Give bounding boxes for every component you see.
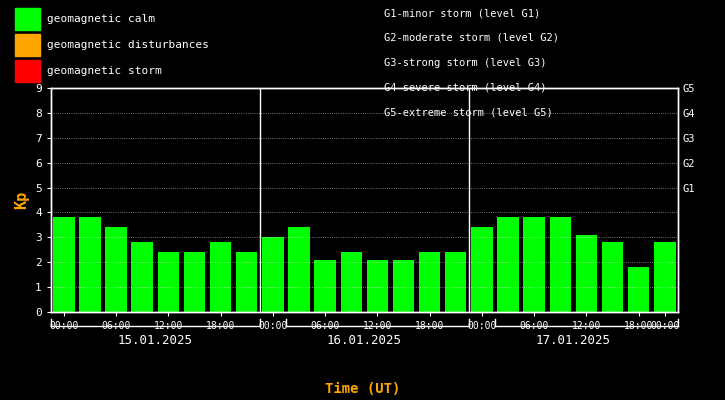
Text: Time (UT): Time (UT) [325,382,400,396]
Bar [262,237,283,312]
Bar [131,242,153,312]
Bar [576,235,597,312]
Text: geomagnetic storm: geomagnetic storm [47,66,162,76]
Bar [315,260,336,312]
Text: G1-minor storm (level G1): G1-minor storm (level G1) [384,8,541,18]
Bar [105,227,127,312]
Bar [393,260,414,312]
Bar [497,218,519,312]
Bar [471,227,492,312]
Bar [53,218,75,312]
Text: 17.01.2025: 17.01.2025 [536,334,611,347]
Bar [419,252,440,312]
Bar [157,252,179,312]
Text: G3-strong storm (level G3): G3-strong storm (level G3) [384,58,547,68]
Bar [628,267,650,312]
Bar [183,252,205,312]
Bar [79,218,101,312]
Text: 16.01.2025: 16.01.2025 [327,334,402,347]
Text: geomagnetic calm: geomagnetic calm [47,14,155,24]
Bar [654,242,676,312]
Text: G4-severe storm (level G4): G4-severe storm (level G4) [384,82,547,92]
Bar [210,242,231,312]
Bar [289,227,310,312]
Text: 15.01.2025: 15.01.2025 [117,334,193,347]
Bar [341,252,362,312]
Text: G2-moderate storm (level G2): G2-moderate storm (level G2) [384,33,559,43]
Bar [367,260,388,312]
Y-axis label: Kp: Kp [14,191,30,209]
Bar [602,242,624,312]
Bar [445,252,466,312]
Bar [550,218,571,312]
Bar [236,252,257,312]
Text: geomagnetic disturbances: geomagnetic disturbances [47,40,209,50]
Bar [523,218,545,312]
Text: G5-extreme storm (level G5): G5-extreme storm (level G5) [384,107,553,117]
